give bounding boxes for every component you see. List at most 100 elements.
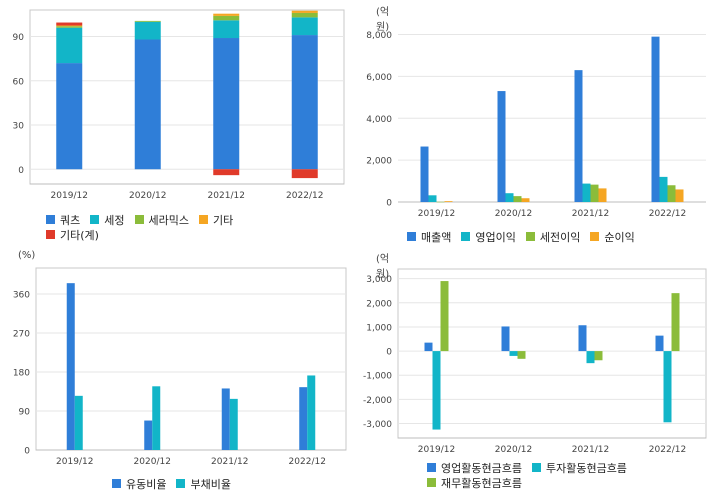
chart-legend-3: 유동비율 부채비율 — [112, 476, 241, 491]
y-tick-label: 0 — [18, 166, 24, 176]
legend-item[interactable]: 재무활동현금흐름 — [427, 475, 522, 491]
legend-item[interactable]: 영업활동현금흐름 — [427, 460, 522, 476]
bar — [213, 169, 240, 176]
bar — [56, 63, 83, 170]
bar — [590, 184, 599, 202]
y-tick-label: 3,000 — [366, 275, 392, 285]
bar — [213, 13, 240, 16]
bar — [213, 38, 240, 170]
bar — [513, 196, 522, 202]
unit-label-3: (%) — [18, 250, 36, 261]
legend-label: 재무활동현금흐름 — [441, 476, 522, 490]
bar — [501, 326, 510, 352]
legend-swatch — [427, 478, 436, 487]
x-tick-label: 2019/12 — [418, 445, 455, 455]
legend-row: 기타(계) — [46, 227, 243, 242]
bar — [574, 70, 583, 203]
bar — [291, 169, 318, 179]
bar — [655, 335, 664, 352]
bar — [213, 15, 240, 21]
legend-swatch — [407, 232, 416, 241]
y-tick-label: 30 — [13, 122, 25, 132]
y-tick-label: 1,000 — [366, 323, 392, 333]
legend-item[interactable]: 매출액 — [407, 229, 451, 245]
legend-item[interactable]: 기타(계) — [46, 227, 99, 243]
legend-row: 재무활동현금흐름 — [427, 475, 637, 490]
legend-item[interactable]: 쿼츠 — [46, 212, 80, 228]
x-tick-label: 2020/12 — [495, 445, 532, 455]
legend-item[interactable]: 부채비율 — [176, 476, 231, 492]
chart-svg-2: 0 2,000 4,000 6,000 8,000 2019/12 2020/12 2021/… — [366, 31, 706, 219]
bar — [56, 25, 83, 27]
legend-item[interactable]: 세전이익 — [525, 229, 580, 245]
chart-svg-1: 0 30 60 90 2019/12 2020/12 2021/12 2022/12 — [13, 9, 345, 201]
x-tick-label: 2019/12 — [56, 457, 93, 467]
bar — [517, 351, 526, 359]
y-tick-label: 270 — [13, 330, 30, 340]
legend-swatch — [46, 215, 55, 224]
bar — [444, 201, 453, 202]
legend-item[interactable]: 세라믹스 — [134, 212, 189, 228]
unit-label-4: (억원) — [376, 254, 390, 280]
legend-label: 기타 — [212, 213, 234, 227]
bar — [152, 386, 161, 450]
legend-item[interactable]: 유동비율 — [112, 476, 166, 492]
y-tick-label: -1,000 — [363, 372, 392, 382]
legend-item[interactable]: 투자활동현금흐름 — [531, 460, 627, 476]
legend-swatch — [590, 232, 600, 241]
legend-swatch — [134, 215, 144, 224]
legend-item[interactable]: 기타 — [198, 212, 234, 228]
bar — [582, 183, 591, 202]
bar — [594, 351, 603, 361]
y-tick-label: 8,000 — [366, 31, 392, 41]
bar — [229, 398, 238, 450]
bar — [144, 420, 153, 450]
y-tick-label: 180 — [13, 369, 30, 379]
bar — [74, 395, 83, 450]
y-tick-label: 0 — [386, 348, 392, 358]
bar — [509, 351, 518, 356]
bar — [213, 20, 240, 39]
bar — [436, 201, 445, 203]
legend-label: 매출액 — [421, 230, 452, 244]
legend-swatch — [90, 215, 100, 224]
bar — [56, 27, 83, 64]
bar — [521, 198, 530, 202]
x-tick-label: 2021/12 — [208, 191, 245, 201]
bar — [428, 195, 437, 202]
x-tick-label: 2022/12 — [649, 445, 686, 455]
y-tick-label: 90 — [19, 408, 31, 418]
legend-swatch — [427, 463, 436, 472]
x-tick-label: 2021/12 — [211, 457, 248, 467]
legend-label: 영업이익 — [475, 230, 516, 244]
chart-svg-4: -3,000 -2,000 -1,000 0 1,000 2,000 3,000 2019/1… — [363, 268, 707, 455]
bar — [291, 10, 318, 13]
bar — [221, 388, 230, 450]
bar — [667, 185, 676, 202]
bar — [586, 351, 595, 364]
y-tick-label: 60 — [13, 77, 25, 87]
bar — [663, 351, 672, 423]
y-tick-label: 2,000 — [366, 299, 392, 309]
bar — [432, 351, 441, 430]
legend-swatch — [198, 215, 208, 224]
legend-item[interactable]: 영업이익 — [461, 229, 516, 245]
legend-label: 세라믹스 — [148, 213, 189, 227]
bar — [56, 22, 83, 26]
bar — [505, 193, 514, 202]
x-tick-label: 2019/12 — [418, 209, 455, 219]
bar — [578, 325, 587, 352]
bar — [659, 176, 668, 202]
x-tick-label: 2021/12 — [572, 445, 609, 455]
x-tick-label: 2022/12 — [649, 209, 686, 219]
bar — [56, 26, 83, 28]
bar — [651, 36, 660, 203]
legend-item[interactable]: 순이익 — [590, 229, 635, 245]
bar — [291, 35, 318, 170]
x-tick-label: 2020/12 — [495, 209, 532, 219]
x-tick-label: 2020/12 — [134, 457, 171, 467]
legend-item[interactable]: 세정 — [90, 212, 125, 228]
y-tick-label: 4,000 — [366, 115, 392, 125]
legend-label: 세정 — [104, 213, 125, 227]
